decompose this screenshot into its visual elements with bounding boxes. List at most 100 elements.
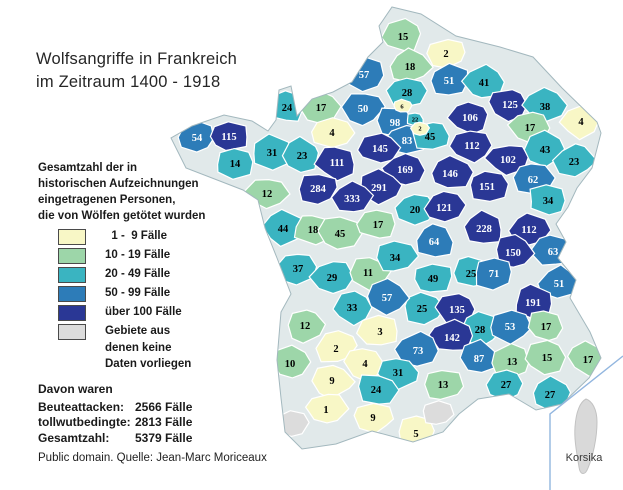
stats-row-value: 2813 Fälle (135, 415, 193, 429)
map-region-value: 29 (327, 273, 338, 284)
map-region (216, 147, 254, 180)
map-region (355, 314, 398, 346)
map-region (527, 310, 564, 342)
map-region (459, 338, 502, 374)
map-region-value: 43 (540, 145, 551, 156)
map-region (356, 209, 396, 239)
map-region-value: 112 (464, 141, 479, 152)
map-region-value: 9 (370, 413, 375, 424)
map-region-value: 3 (377, 327, 382, 338)
map-region (475, 257, 512, 291)
map-region (393, 98, 413, 113)
map-region-value: 38 (540, 102, 551, 113)
map-region (353, 402, 395, 434)
map-region (463, 209, 502, 244)
map-region-value: 37 (293, 264, 304, 275)
map-region-value: 2 (333, 344, 338, 355)
map-region-value: 14 (230, 159, 241, 170)
map-region-value: 83 (402, 136, 413, 147)
map-region-value: 15 (398, 32, 409, 43)
map-region-value: 6 (400, 104, 404, 111)
france-coastline (170, 6, 602, 450)
map-region (426, 38, 466, 69)
title-line-1: Wolfsangriffe in Frankreich (36, 50, 238, 68)
legend-item: 50 - 99 Fälle (58, 285, 191, 302)
map-region-value: 111 (330, 158, 345, 169)
stats-rows: Beuteattacken: 2566 Fälle tollwutbedingte:… (38, 400, 192, 447)
map-region-value: 12 (300, 321, 311, 332)
description-line: eingetragenen Personen, (38, 194, 176, 206)
map-region (416, 223, 454, 258)
map-region-value: 23 (569, 157, 580, 168)
legend-item: 20 - 49 Fälle (58, 266, 191, 283)
page-title: Wolfsangriffe in Frankreich im Zeitraum … (36, 48, 237, 94)
map-region (551, 143, 599, 178)
stats-row-label: Gesamtzahl: (38, 430, 110, 445)
legend-item: Gebiete aus denen keine Daten vorliegen (58, 323, 191, 373)
legend-item-label: Gebiete aus denen keine Daten vorliegen (105, 325, 192, 370)
map-region (330, 180, 375, 213)
map-region (209, 121, 248, 152)
description-line: Gesamtzahl der in (38, 162, 138, 174)
description-line: historischen Aufzeichnungen (38, 178, 199, 190)
map-region (409, 121, 431, 136)
legend-swatch (58, 324, 86, 340)
map-region (393, 330, 439, 367)
stats-row-label: tollwutbedingte: (38, 415, 131, 429)
map-region-value: 151 (479, 182, 495, 193)
map-region-value: 87 (474, 354, 485, 365)
map-region (423, 190, 467, 223)
map-region-value: 333 (344, 194, 360, 205)
map-region-value: 24 (282, 103, 293, 114)
map-region (313, 146, 355, 182)
map-region-value: 63 (548, 247, 559, 258)
map-region-value: 25 (466, 269, 477, 280)
map-region-value: 150 (505, 248, 521, 259)
map-region-value: 28 (402, 88, 413, 99)
map-region (491, 342, 530, 378)
description-line: die von Wölfen getötet wurden (38, 210, 206, 222)
map-region-value: 284 (310, 184, 327, 195)
legend-swatch (58, 248, 86, 264)
legend-item-label: 50 - 99 Fälle (105, 287, 171, 299)
map-region-value: 18 (405, 62, 416, 73)
map-region-value: 102 (500, 155, 516, 166)
map-region-value: 17 (583, 355, 594, 366)
map-region-value: 34 (543, 196, 554, 207)
map-region (298, 173, 338, 205)
map-region-value: 54 (192, 133, 203, 144)
map-region (424, 369, 465, 401)
inset-border-line (549, 355, 623, 490)
map-region (446, 101, 489, 135)
map-region (431, 154, 474, 189)
map-region-value: 57 (382, 293, 393, 304)
map-region-value: 23 (297, 151, 308, 162)
map-region-value: 71 (489, 269, 500, 280)
map-region-value: 12 (262, 189, 273, 200)
map-region (394, 193, 438, 226)
map-region (430, 62, 469, 96)
map-region-value: 5 (413, 429, 418, 440)
stats-row: Gesamtzahl: 5379 Fälle (38, 431, 192, 447)
map-region-value: 11 (363, 268, 373, 279)
korsika-island (574, 398, 598, 474)
legend: 1 - 9 Fälle 10 - 19 Fälle 20 - 49 Fälle 50 … (58, 228, 191, 375)
legend-item: 10 - 19 Fälle (58, 247, 191, 264)
map-region (304, 393, 350, 424)
map-region-value: 4 (329, 128, 335, 139)
map-region-value: 2 (443, 49, 448, 60)
map-region (281, 135, 320, 174)
map-region-value: 1 (323, 405, 328, 416)
legend-item-label: 10 - 19 Fälle (105, 249, 171, 261)
map-region-value: 17 (541, 322, 552, 333)
map-region (422, 400, 455, 425)
map-region-value: 142 (444, 333, 460, 344)
map-region-value: 22 (412, 117, 419, 124)
stats-row: tollwutbedingte: 2813 Fälle (38, 415, 192, 431)
map-cells (177, 17, 601, 449)
korsika-label: Korsika (566, 452, 604, 464)
map-region (385, 77, 428, 108)
map-region-value: 13 (507, 357, 518, 368)
